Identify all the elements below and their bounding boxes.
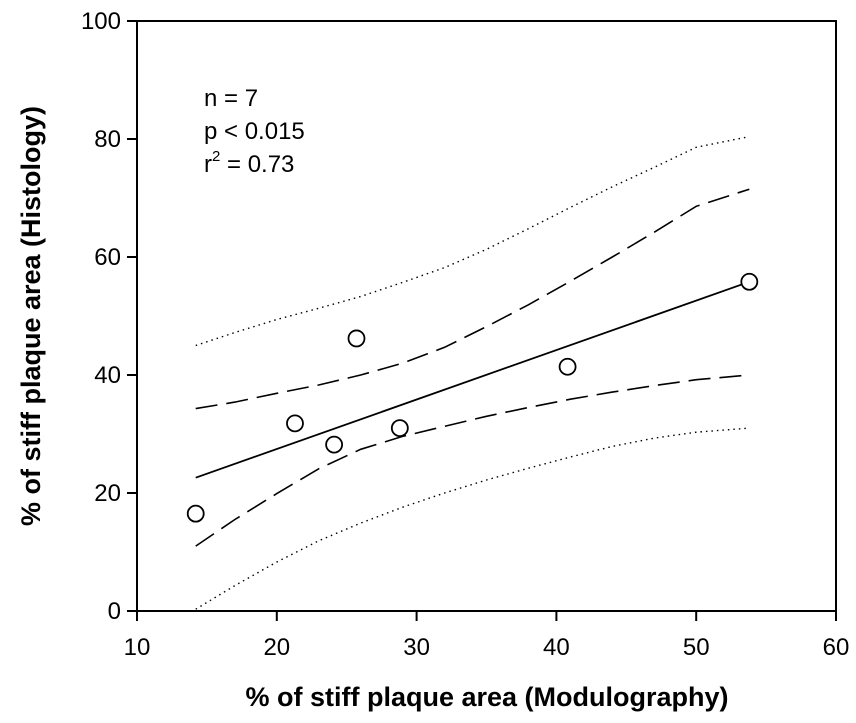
data-point xyxy=(186,504,205,523)
stat-p: p < 0.015 xyxy=(204,118,305,145)
regression-line xyxy=(195,280,750,479)
x-tick-label: 20 xyxy=(263,634,290,661)
y-axis-label: % of stiff plaque area (Histology) xyxy=(16,106,46,526)
stat-r2-value: = 0.73 xyxy=(220,151,294,178)
x-tick-label: 30 xyxy=(403,634,430,661)
y-tick-label: 100 xyxy=(81,8,121,35)
stat-r2-base: r xyxy=(204,151,212,178)
data-point xyxy=(325,435,344,454)
confidence-band-line xyxy=(195,188,750,410)
prediction-band-line xyxy=(195,427,750,610)
data-point xyxy=(390,419,409,438)
x-tick-label: 50 xyxy=(683,634,710,661)
y-tick-label: 0 xyxy=(108,598,121,625)
y-tick-label: 60 xyxy=(94,244,121,271)
stats-annotation: n = 7 p < 0.015 r2 = 0.73 xyxy=(204,85,305,178)
plot-frame xyxy=(136,20,837,612)
regression-lines xyxy=(195,135,750,610)
confidence-band-line xyxy=(195,374,750,547)
x-axis-ticks: 10 20 30 40 50 60 xyxy=(124,611,850,661)
x-axis-label: % of stiff plaque area (Modulography) xyxy=(245,682,728,712)
stat-r2-exponent: 2 xyxy=(212,148,220,165)
data-point xyxy=(286,414,304,433)
y-tick-label: 20 xyxy=(94,480,121,507)
data-point xyxy=(558,357,577,376)
x-tick-label: 60 xyxy=(823,634,850,661)
data-point xyxy=(347,329,366,348)
y-tick-label: 40 xyxy=(94,362,121,389)
x-tick-label: 40 xyxy=(543,634,570,661)
stat-r2: r2 = 0.73 xyxy=(204,148,294,178)
x-tick-label: 10 xyxy=(124,634,151,661)
data-point xyxy=(740,272,759,291)
stat-n: n = 7 xyxy=(204,85,258,112)
y-tick-label: 80 xyxy=(94,126,121,153)
data-points xyxy=(186,272,759,523)
y-axis-ticks: 0 20 40 60 80 100 xyxy=(81,8,137,625)
